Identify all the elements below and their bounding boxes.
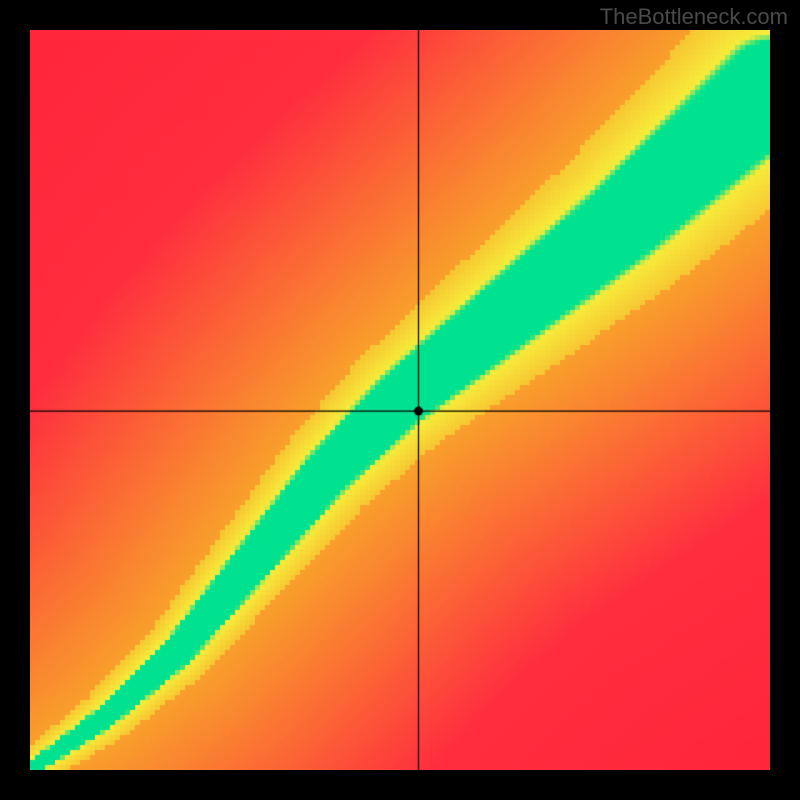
chart-container: TheBottleneck.com xyxy=(0,0,800,800)
heatmap-plot xyxy=(30,30,770,770)
heatmap-canvas xyxy=(30,30,770,770)
watermark-text: TheBottleneck.com xyxy=(600,4,788,30)
